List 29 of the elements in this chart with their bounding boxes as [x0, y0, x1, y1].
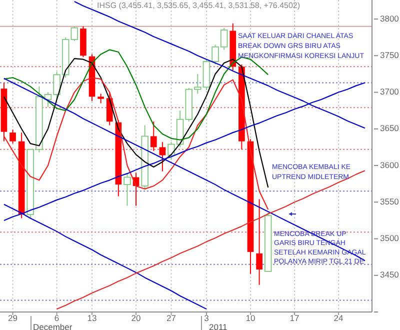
y-tick-label: 3750 — [380, 50, 400, 60]
y-tick-label: 3700 — [380, 86, 400, 97]
candlestick — [150, 121, 157, 152]
x-tick-label: 27 — [166, 313, 176, 323]
chart-title: IHSG (3,455.41, 3,535.65, 3,455.41, 3,531.58, +76.4502) — [97, 1, 300, 10]
candlestick — [124, 172, 131, 206]
line-series — [3, 58, 269, 188]
x-tick-label: 29 — [8, 313, 18, 323]
x-tick-label: 10 — [246, 313, 256, 323]
x-tick-label: 3 — [204, 313, 210, 323]
y-tick-label: 3500 — [380, 233, 400, 244]
x-tick-label: 13 — [87, 313, 97, 323]
text: December — [33, 322, 72, 330]
candlestick — [256, 198, 262, 286]
x-tick-label: 17 — [290, 313, 300, 323]
line-series — [56, 170, 366, 310]
y-tick-label: 3550 — [380, 196, 400, 206]
y-tick-label: 3600 — [380, 160, 400, 170]
x-tick-label: 20 — [131, 313, 142, 323]
x-tick-label: 6 — [54, 313, 60, 323]
x-tick-label: 24 — [334, 313, 344, 323]
line-series — [3, 77, 269, 210]
candlestick — [159, 142, 166, 172]
y-tick-label: 3650 — [380, 123, 400, 134]
y-tick-label: 3800 — [380, 13, 400, 24]
candlestick — [10, 129, 16, 144]
y-tick-label: 3450 — [380, 270, 400, 280]
candlestick — [98, 93, 104, 104]
text: 2011 — [209, 322, 228, 330]
